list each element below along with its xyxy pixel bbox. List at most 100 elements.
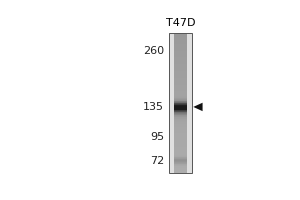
Bar: [173, 44, 188, 45]
Bar: [173, 122, 188, 123]
Bar: [173, 150, 188, 151]
Text: 95: 95: [150, 132, 164, 142]
Bar: [173, 162, 188, 163]
Bar: [173, 137, 188, 138]
Bar: [173, 80, 188, 81]
Bar: [173, 48, 188, 49]
Bar: [173, 101, 188, 102]
Bar: [173, 84, 188, 85]
Bar: [173, 168, 188, 169]
Bar: [173, 172, 188, 173]
Bar: [173, 91, 188, 92]
Bar: [173, 126, 188, 127]
Bar: [173, 130, 188, 131]
Bar: [173, 105, 188, 106]
Bar: [173, 75, 188, 76]
Bar: [173, 47, 188, 48]
Bar: [173, 100, 188, 101]
Bar: [173, 111, 188, 112]
Bar: [173, 121, 188, 122]
Bar: [173, 117, 188, 118]
Bar: [173, 90, 188, 91]
Bar: [173, 160, 188, 161]
Bar: [173, 87, 188, 88]
Bar: [173, 146, 188, 147]
Bar: [173, 115, 188, 116]
Bar: [173, 166, 188, 167]
Bar: [173, 95, 188, 96]
Bar: [173, 125, 188, 126]
Bar: [173, 81, 188, 82]
Bar: [173, 153, 188, 154]
Bar: [173, 51, 188, 52]
Bar: [173, 67, 188, 68]
Bar: [173, 132, 188, 133]
Bar: [169, 33, 192, 173]
Bar: [173, 169, 188, 170]
Text: 72: 72: [150, 156, 164, 166]
Bar: [173, 71, 188, 72]
Bar: [173, 64, 188, 65]
Bar: [173, 128, 188, 129]
Bar: [173, 59, 188, 60]
Bar: [173, 139, 188, 140]
Bar: [173, 40, 188, 41]
Bar: [173, 72, 188, 73]
Bar: [173, 145, 188, 146]
Bar: [173, 94, 188, 95]
Bar: [173, 68, 188, 69]
Bar: [173, 118, 188, 119]
Bar: [173, 142, 188, 143]
Bar: [173, 86, 188, 87]
Bar: [173, 33, 188, 34]
Bar: [173, 155, 188, 156]
Bar: [173, 38, 188, 39]
Bar: [173, 143, 188, 144]
Bar: [173, 113, 188, 114]
Bar: [173, 131, 188, 132]
Bar: [173, 152, 188, 153]
Bar: [173, 134, 188, 135]
Bar: [173, 63, 188, 64]
Bar: [173, 138, 188, 139]
Bar: [173, 55, 188, 56]
Bar: [173, 151, 188, 152]
Bar: [173, 83, 188, 84]
Bar: [173, 167, 188, 168]
Bar: [173, 61, 188, 62]
Bar: [173, 78, 188, 79]
Bar: [173, 85, 188, 86]
Bar: [173, 89, 188, 90]
Bar: [173, 43, 188, 44]
Bar: [173, 39, 188, 40]
Bar: [173, 170, 188, 171]
Bar: [173, 93, 188, 94]
Bar: [173, 34, 188, 35]
Bar: [173, 104, 188, 105]
Bar: [173, 112, 188, 113]
Bar: [173, 79, 188, 80]
Bar: [173, 60, 188, 61]
Bar: [173, 106, 188, 107]
Text: T47D: T47D: [166, 18, 195, 28]
Bar: [173, 147, 188, 148]
Bar: [173, 154, 188, 155]
Bar: [173, 46, 188, 47]
Bar: [173, 73, 188, 74]
Bar: [173, 66, 188, 67]
Bar: [173, 52, 188, 53]
Bar: [173, 110, 188, 111]
Bar: [173, 124, 188, 125]
Bar: [173, 109, 188, 110]
Bar: [173, 77, 188, 78]
Bar: [173, 35, 188, 36]
Polygon shape: [193, 103, 203, 111]
Bar: [173, 144, 188, 145]
Bar: [173, 163, 188, 164]
Bar: [173, 171, 188, 172]
Bar: [173, 62, 188, 63]
Bar: [173, 164, 188, 165]
Bar: [173, 156, 188, 157]
Bar: [173, 161, 188, 162]
Bar: [173, 107, 188, 108]
